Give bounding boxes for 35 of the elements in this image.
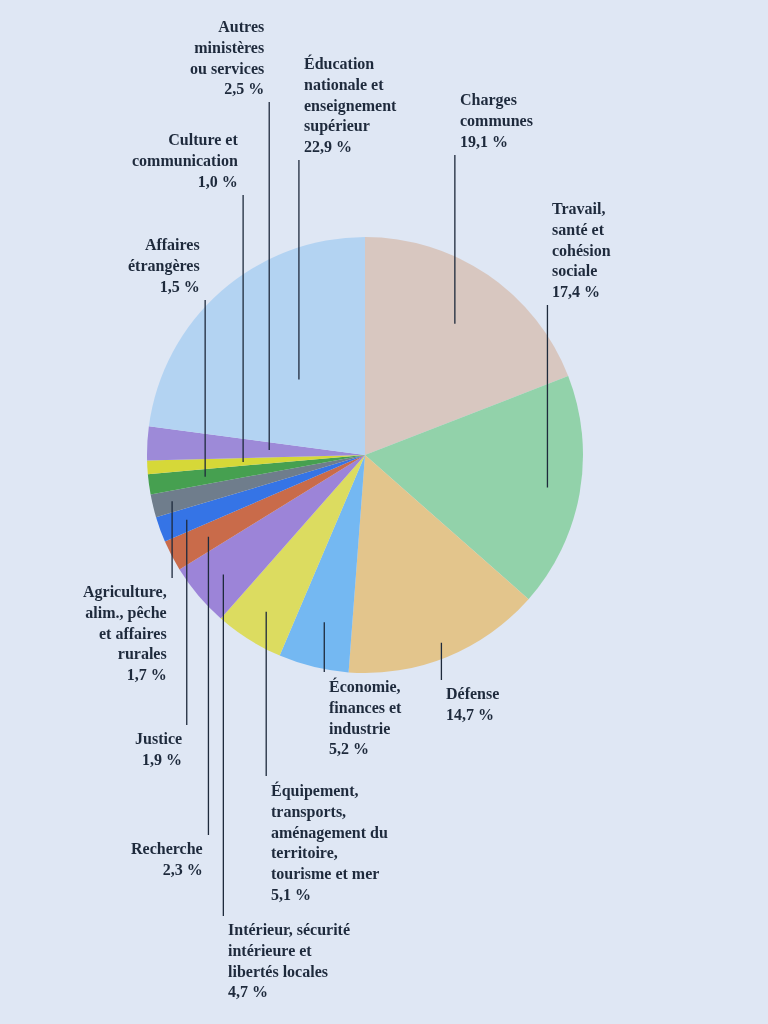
- pie-slice: [147, 455, 365, 495]
- slice-label: Travail, santé et cohésion sociale: [552, 200, 611, 280]
- pie-slice: [220, 455, 365, 656]
- slice-label: Justice: [135, 730, 183, 747]
- data-label: 5,1 %: [271, 886, 311, 903]
- slice-label: Éducation nationale et enseignement supérieur: [304, 54, 398, 136]
- slice-label: Charges communes: [460, 91, 533, 129]
- data-label: 17,4 %: [552, 283, 600, 301]
- data-label: 1,0 %: [197, 172, 238, 190]
- data-label: 2,3 %: [162, 860, 203, 878]
- data-label: 1,5 %: [159, 277, 200, 295]
- data-label: 14,7 %: [446, 705, 494, 723]
- slice-label: Défense: [446, 685, 500, 702]
- slice-label: Affaires étrangères: [128, 236, 200, 275]
- slice-label: Économie, finances et industrie: [329, 677, 403, 737]
- data-label: 2,5 %: [224, 80, 265, 98]
- data-label: 19,1 %: [460, 132, 508, 150]
- data-label: 1,7 %: [126, 666, 167, 684]
- pie-slice: [164, 455, 365, 570]
- data-label: 22,9 %: [304, 138, 352, 156]
- pie-slice: [179, 455, 365, 619]
- data-label: 1,9 %: [142, 750, 183, 768]
- slice-label: Intérieur, sécurité intérieure et libertés locales: [228, 921, 351, 980]
- data-label: 4,7 %: [228, 983, 268, 1001]
- slice-label: Équipement, transports, aménagement du territoire, tourisme et mer: [271, 781, 388, 883]
- slice-label: Autres ministères ou services: [190, 18, 265, 77]
- pie-slice: [365, 376, 583, 600]
- data-label: 5,2 %: [329, 740, 369, 758]
- pie-slice: [348, 455, 529, 673]
- pie-slice: [156, 455, 365, 542]
- slice-label: Recherche: [131, 840, 203, 857]
- slice-label: Agriculture, alim., pêche et affaires rurales: [83, 583, 167, 663]
- pie-slice: [279, 455, 365, 673]
- slice-label: Culture et communication: [132, 131, 239, 169]
- pie-slice: [150, 455, 365, 518]
